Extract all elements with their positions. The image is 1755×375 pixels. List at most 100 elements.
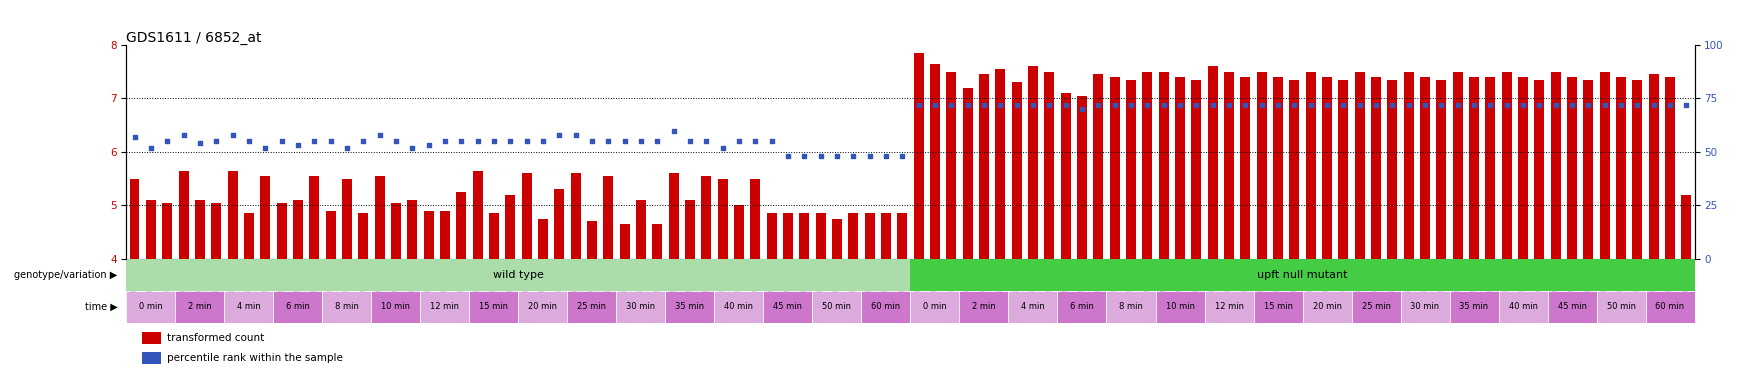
- Bar: [391, 202, 400, 259]
- Bar: [570, 173, 581, 259]
- Bar: [419, 291, 469, 322]
- Text: 40 min: 40 min: [725, 302, 753, 311]
- Text: 8 min: 8 min: [335, 302, 358, 311]
- Text: genotype/variation ▶: genotype/variation ▶: [14, 270, 118, 280]
- Point: [186, 140, 214, 146]
- Bar: [1337, 80, 1348, 259]
- Text: 40 min: 40 min: [1508, 302, 1537, 311]
- Point: [969, 102, 997, 108]
- Point: [709, 145, 737, 151]
- Bar: [555, 189, 563, 259]
- Point: [448, 138, 476, 144]
- Point: [1067, 106, 1095, 112]
- Point: [300, 138, 328, 144]
- Text: 35 min: 35 min: [676, 302, 704, 311]
- Bar: [423, 211, 433, 259]
- Bar: [1190, 80, 1200, 259]
- Point: [562, 132, 590, 138]
- Text: 45 min: 45 min: [772, 302, 802, 311]
- Bar: [407, 200, 418, 259]
- Point: [756, 138, 784, 144]
- Bar: [1306, 72, 1314, 259]
- Point: [284, 142, 312, 148]
- Bar: [323, 291, 372, 322]
- Text: 15 min: 15 min: [479, 302, 509, 311]
- Bar: [1550, 72, 1560, 259]
- Bar: [211, 202, 221, 259]
- Bar: [832, 219, 841, 259]
- Point: [267, 138, 295, 144]
- Text: GDS1611 / 6852_at: GDS1611 / 6852_at: [126, 31, 261, 45]
- Bar: [863, 213, 874, 259]
- Bar: [995, 69, 1004, 259]
- Point: [349, 138, 377, 144]
- Bar: [142, 352, 161, 364]
- Point: [1476, 102, 1504, 108]
- Point: [1116, 102, 1144, 108]
- Bar: [913, 53, 923, 259]
- Text: 8 min: 8 min: [1118, 302, 1143, 311]
- Point: [1150, 102, 1178, 108]
- Bar: [1546, 291, 1595, 322]
- Bar: [616, 291, 665, 322]
- Point: [627, 138, 655, 144]
- Text: 50 min: 50 min: [1606, 302, 1634, 311]
- Bar: [142, 332, 161, 344]
- Bar: [1644, 291, 1694, 322]
- Bar: [505, 195, 514, 259]
- Point: [512, 138, 541, 144]
- Bar: [1371, 77, 1379, 259]
- Point: [1002, 102, 1030, 108]
- Text: 25 min: 25 min: [1360, 302, 1390, 311]
- Bar: [1257, 72, 1265, 259]
- Bar: [653, 224, 662, 259]
- Bar: [228, 171, 237, 259]
- Bar: [1664, 77, 1674, 259]
- Point: [577, 138, 605, 144]
- Point: [1622, 102, 1650, 108]
- Point: [1639, 102, 1667, 108]
- Text: 4 min: 4 min: [1021, 302, 1044, 311]
- Text: 0 min: 0 min: [923, 302, 946, 311]
- Bar: [734, 206, 744, 259]
- Bar: [1501, 72, 1511, 259]
- Point: [1606, 102, 1634, 108]
- Text: 0 min: 0 min: [139, 302, 163, 311]
- Text: 30 min: 30 min: [1409, 302, 1439, 311]
- Point: [1083, 102, 1111, 108]
- Bar: [130, 178, 139, 259]
- Bar: [1648, 74, 1658, 259]
- Bar: [1155, 291, 1204, 322]
- Bar: [749, 178, 760, 259]
- Bar: [126, 291, 176, 322]
- Point: [1199, 102, 1227, 108]
- Bar: [1204, 291, 1253, 322]
- Point: [1018, 102, 1046, 108]
- Text: 60 min: 60 min: [870, 302, 900, 311]
- Bar: [958, 291, 1007, 322]
- Point: [1344, 102, 1372, 108]
- Bar: [1355, 72, 1364, 259]
- Bar: [1615, 77, 1625, 259]
- Bar: [244, 213, 254, 259]
- Bar: [567, 291, 616, 322]
- Bar: [1565, 77, 1576, 259]
- Bar: [1174, 77, 1185, 259]
- Point: [381, 138, 409, 144]
- Bar: [277, 202, 286, 259]
- Text: 4 min: 4 min: [237, 302, 261, 311]
- Text: 12 min: 12 min: [430, 302, 460, 311]
- Bar: [700, 176, 711, 259]
- Point: [1132, 102, 1160, 108]
- Point: [1671, 102, 1699, 108]
- Bar: [1044, 72, 1053, 259]
- Bar: [635, 200, 646, 259]
- Bar: [1060, 93, 1071, 259]
- Bar: [1497, 291, 1546, 322]
- Bar: [537, 219, 548, 259]
- Bar: [714, 291, 763, 322]
- Bar: [1253, 291, 1302, 322]
- Point: [888, 153, 916, 159]
- Bar: [816, 213, 825, 259]
- Text: 2 min: 2 min: [972, 302, 995, 311]
